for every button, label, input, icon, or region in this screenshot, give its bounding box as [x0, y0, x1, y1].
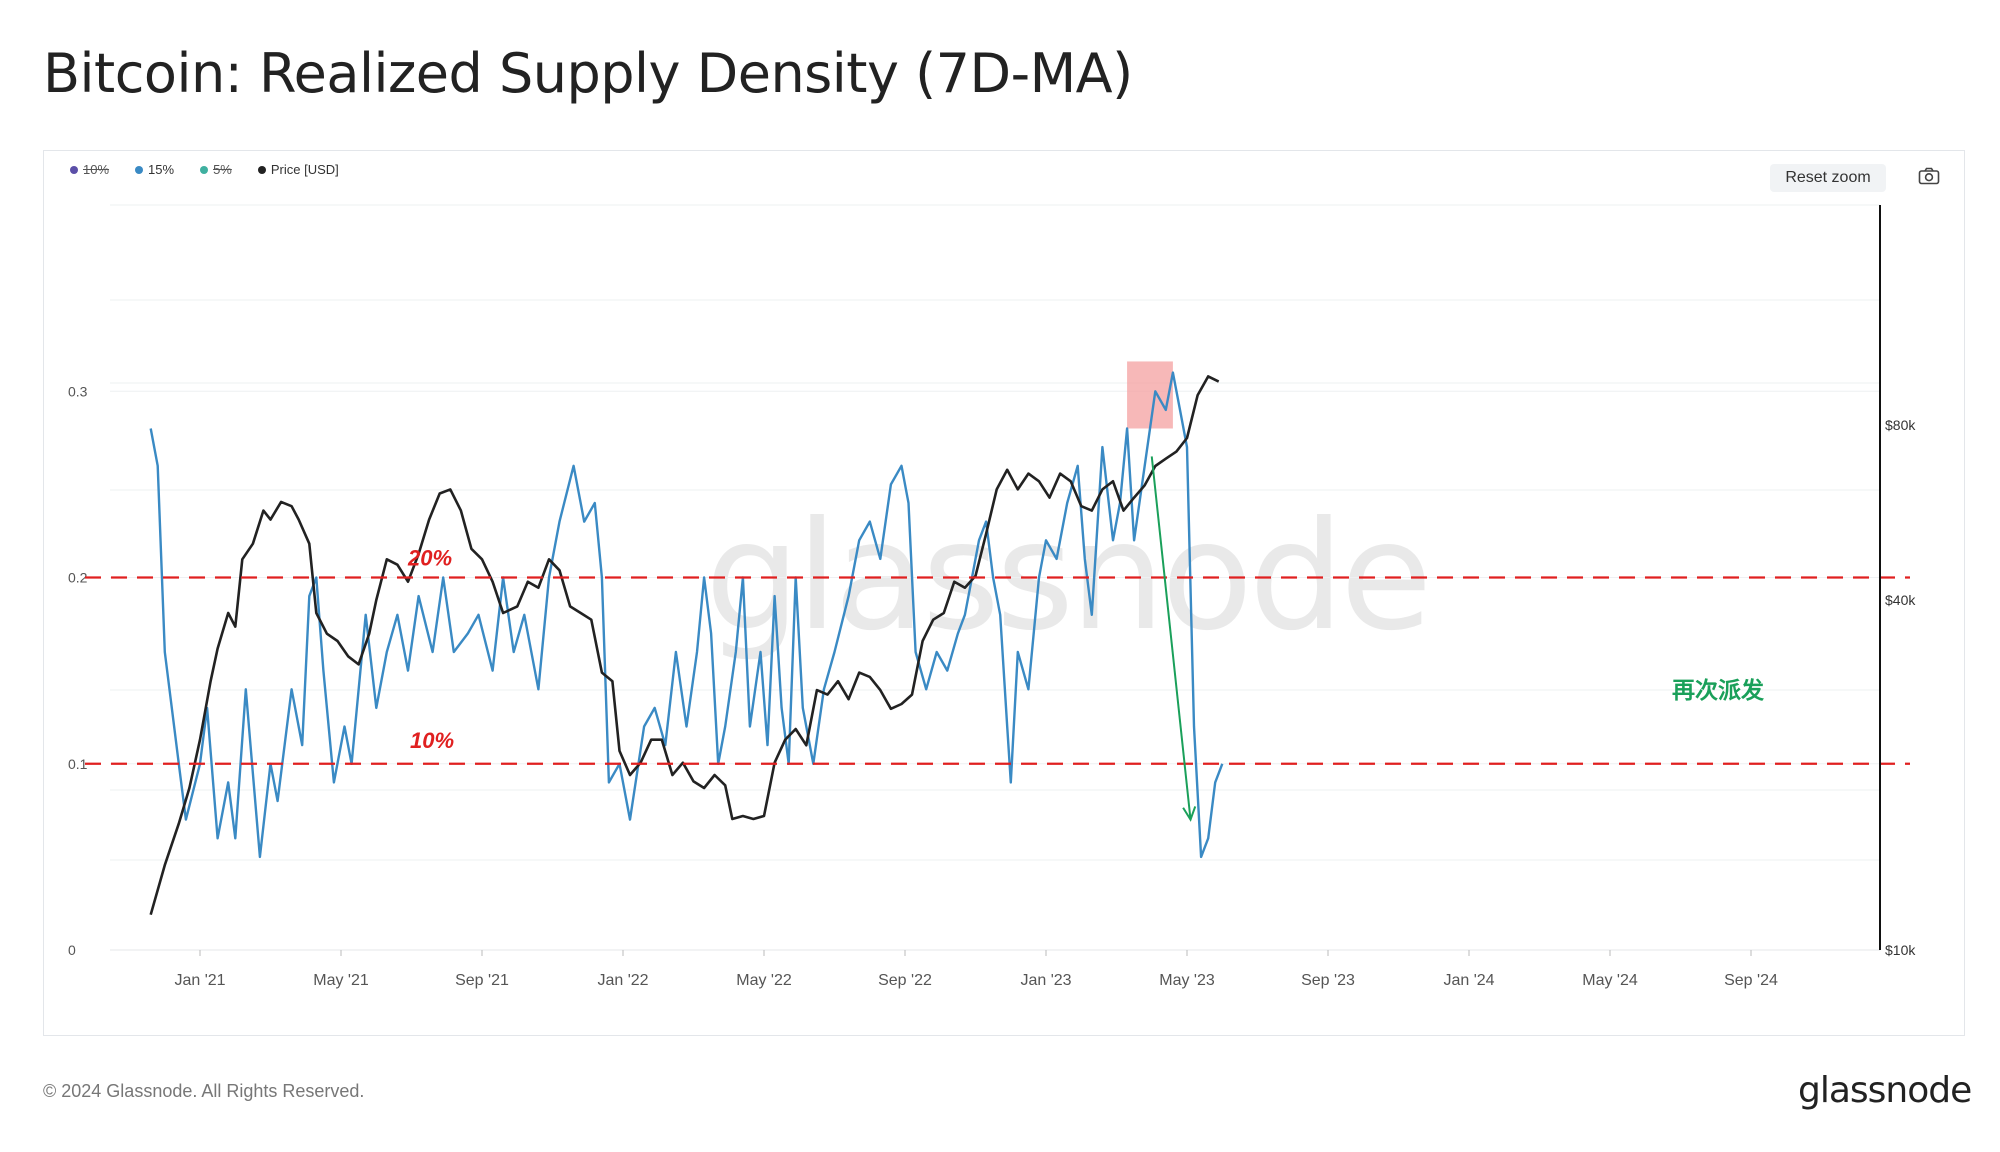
legend: 10% 15% 5% Price [USD] — [70, 162, 339, 177]
x-tick-label: Sep '21 — [455, 972, 509, 989]
x-tick-label: May '21 — [313, 972, 369, 989]
series-line-15pct — [149, 371, 1224, 859]
legend-item-15pct[interactable]: 15% — [135, 162, 174, 177]
legend-dot-icon — [257, 165, 266, 174]
legend-dot-icon — [70, 165, 78, 174]
x-tick-label: Jan '24 — [1443, 972, 1494, 989]
legend-dot-icon — [135, 165, 144, 174]
legend-item-5pct[interactable]: 5% — [200, 162, 232, 177]
legend-label: 10% — [83, 162, 110, 177]
footer-copyright: © 2024 Glassnode. All Rights Reserved. — [43, 1081, 365, 1101]
legend-label: 5% — [213, 162, 232, 177]
annotation-arrow-line — [1150, 456, 1192, 820]
footer-logo: glassnode — [1798, 1070, 1972, 1111]
legend-item-10pct[interactable]: 10% — [70, 162, 109, 177]
x-tick-label: Jan '22 — [597, 972, 648, 989]
x-tick-label: Sep '23 — [1301, 972, 1355, 989]
y-left-tick-label: 0.3 — [68, 383, 88, 399]
page-title: Bitcoin: Realized Supply Density (7D-MA) — [43, 42, 1133, 105]
hline-label-10pct: 10% — [410, 728, 454, 753]
hline-label-20pct: 20% — [407, 546, 452, 571]
x-tick-label: Jan '23 — [1020, 972, 1071, 989]
legend-label: Price [USD] — [270, 162, 339, 177]
x-tick-label: May '23 — [1159, 972, 1215, 989]
y-right-tick-label: $80k — [1885, 417, 1916, 433]
x-tick-label: Sep '24 — [1724, 972, 1778, 989]
y-left-tick-label: 0.2 — [68, 570, 88, 586]
reset-zoom-button[interactable]: Reset zoom — [1770, 164, 1886, 192]
x-tick-label: Jan '21 — [174, 972, 225, 989]
legend-item-price[interactable]: Price [USD] — [257, 162, 339, 177]
x-tick-label: Sep '22 — [878, 972, 932, 989]
chart-frame — [43, 150, 1965, 1036]
camera-icon[interactable] — [1918, 167, 1940, 185]
x-tick-label: May '22 — [736, 972, 792, 989]
annotation-text: 再次派发 — [1672, 677, 1764, 704]
highlight-box — [1127, 361, 1173, 429]
y-left-tick-label: 0 — [68, 942, 76, 958]
series-line-price — [149, 375, 1220, 916]
annotation-arrowhead — [1182, 806, 1197, 822]
x-tick-label: May '24 — [1582, 972, 1638, 989]
y-right-tick-label: $40k — [1885, 592, 1916, 608]
legend-label: 15% — [148, 162, 175, 177]
y-right-tick-label: $10k — [1885, 942, 1916, 958]
y-left-tick-label: 0.1 — [68, 756, 88, 772]
legend-dot-icon — [200, 165, 209, 174]
